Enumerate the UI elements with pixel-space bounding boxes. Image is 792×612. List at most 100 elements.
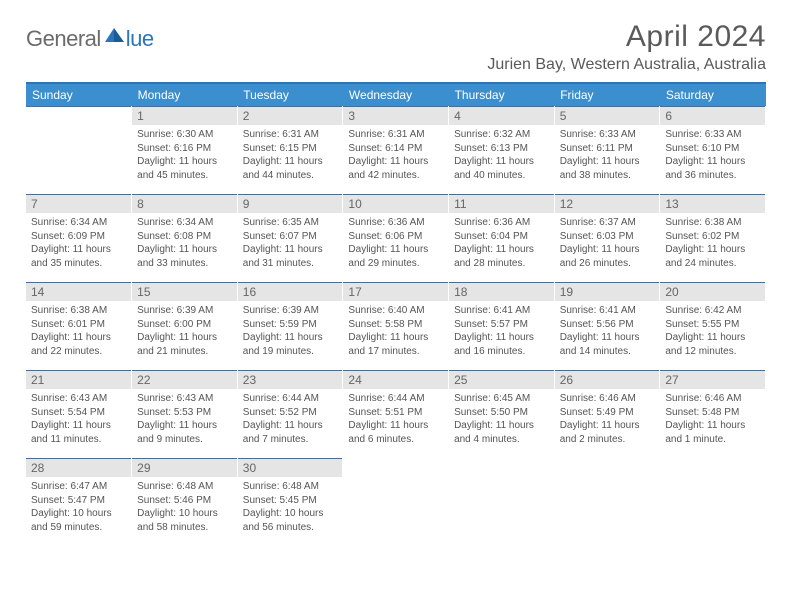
calendar-cell: 20Sunrise: 6:42 AMSunset: 5:55 PMDayligh… xyxy=(660,282,766,370)
daylight-line: Daylight: 11 hours and 26 minutes. xyxy=(560,243,655,270)
calendar-cell xyxy=(449,458,555,546)
sunrise-line: Sunrise: 6:31 AM xyxy=(243,128,338,142)
daylight-line: Daylight: 11 hours and 29 minutes. xyxy=(348,243,443,270)
calendar-cell: 4Sunrise: 6:32 AMSunset: 6:13 PMDaylight… xyxy=(449,106,555,194)
day-number-empty xyxy=(343,458,448,476)
day-content: Sunrise: 6:32 AMSunset: 6:13 PMDaylight:… xyxy=(449,125,554,188)
sunrise-line: Sunrise: 6:37 AM xyxy=(560,216,655,230)
day-number: 20 xyxy=(660,282,765,301)
daylight-line: Daylight: 11 hours and 35 minutes. xyxy=(31,243,126,270)
day-content: Sunrise: 6:39 AMSunset: 5:59 PMDaylight:… xyxy=(238,301,343,364)
daylight-line: Daylight: 11 hours and 19 minutes. xyxy=(243,331,338,358)
calendar-cell: 3Sunrise: 6:31 AMSunset: 6:14 PMDaylight… xyxy=(343,106,449,194)
daylight-line: Daylight: 11 hours and 40 minutes. xyxy=(454,155,549,182)
calendar-cell: 21Sunrise: 6:43 AMSunset: 5:54 PMDayligh… xyxy=(26,370,132,458)
day-content: Sunrise: 6:39 AMSunset: 6:00 PMDaylight:… xyxy=(132,301,237,364)
calendar-cell: 11Sunrise: 6:36 AMSunset: 6:04 PMDayligh… xyxy=(449,194,555,282)
sunset-line: Sunset: 5:55 PM xyxy=(665,318,760,332)
day-number: 6 xyxy=(660,106,765,125)
sunrise-line: Sunrise: 6:32 AM xyxy=(454,128,549,142)
sunrise-line: Sunrise: 6:48 AM xyxy=(243,480,338,494)
sunrise-line: Sunrise: 6:34 AM xyxy=(137,216,232,230)
daylight-line: Daylight: 11 hours and 22 minutes. xyxy=(31,331,126,358)
calendar-cell: 9Sunrise: 6:35 AMSunset: 6:07 PMDaylight… xyxy=(237,194,343,282)
sunset-line: Sunset: 6:08 PM xyxy=(137,230,232,244)
day-content: Sunrise: 6:31 AMSunset: 6:14 PMDaylight:… xyxy=(343,125,448,188)
sunset-line: Sunset: 5:48 PM xyxy=(665,406,760,420)
calendar-cell: 29Sunrise: 6:48 AMSunset: 5:46 PMDayligh… xyxy=(132,458,238,546)
calendar-head: SundayMondayTuesdayWednesdayThursdayFrid… xyxy=(26,83,766,106)
day-number: 17 xyxy=(343,282,448,301)
day-number: 14 xyxy=(26,282,131,301)
calendar-cell: 8Sunrise: 6:34 AMSunset: 6:08 PMDaylight… xyxy=(132,194,238,282)
sunrise-line: Sunrise: 6:44 AM xyxy=(348,392,443,406)
daylight-line: Daylight: 11 hours and 24 minutes. xyxy=(665,243,760,270)
sunrise-line: Sunrise: 6:30 AM xyxy=(137,128,232,142)
calendar-table: SundayMondayTuesdayWednesdayThursdayFrid… xyxy=(26,82,766,546)
calendar-cell: 22Sunrise: 6:43 AMSunset: 5:53 PMDayligh… xyxy=(132,370,238,458)
calendar-cell: 27Sunrise: 6:46 AMSunset: 5:48 PMDayligh… xyxy=(660,370,766,458)
sunset-line: Sunset: 6:14 PM xyxy=(348,142,443,156)
day-content: Sunrise: 6:45 AMSunset: 5:50 PMDaylight:… xyxy=(449,389,554,452)
sunrise-line: Sunrise: 6:47 AM xyxy=(31,480,126,494)
sunrise-line: Sunrise: 6:46 AM xyxy=(560,392,655,406)
daylight-line: Daylight: 11 hours and 44 minutes. xyxy=(243,155,338,182)
daylight-line: Daylight: 10 hours and 58 minutes. xyxy=(137,507,232,534)
calendar-cell: 18Sunrise: 6:41 AMSunset: 5:57 PMDayligh… xyxy=(449,282,555,370)
sunset-line: Sunset: 5:52 PM xyxy=(243,406,338,420)
calendar-cell: 15Sunrise: 6:39 AMSunset: 6:00 PMDayligh… xyxy=(132,282,238,370)
day-header: Wednesday xyxy=(343,83,449,106)
sunrise-line: Sunrise: 6:44 AM xyxy=(243,392,338,406)
calendar-row: 14Sunrise: 6:38 AMSunset: 6:01 PMDayligh… xyxy=(26,282,766,370)
daylight-line: Daylight: 11 hours and 31 minutes. xyxy=(243,243,338,270)
sunrise-line: Sunrise: 6:33 AM xyxy=(665,128,760,142)
sunset-line: Sunset: 6:04 PM xyxy=(454,230,549,244)
calendar-cell: 24Sunrise: 6:44 AMSunset: 5:51 PMDayligh… xyxy=(343,370,449,458)
day-number: 28 xyxy=(26,458,131,477)
day-content: Sunrise: 6:41 AMSunset: 5:56 PMDaylight:… xyxy=(555,301,660,364)
day-number: 26 xyxy=(555,370,660,389)
calendar-body: 1Sunrise: 6:30 AMSunset: 6:16 PMDaylight… xyxy=(26,106,766,546)
day-number: 13 xyxy=(660,194,765,213)
day-content: Sunrise: 6:35 AMSunset: 6:07 PMDaylight:… xyxy=(238,213,343,276)
daylight-line: Daylight: 11 hours and 7 minutes. xyxy=(243,419,338,446)
calendar-row: 28Sunrise: 6:47 AMSunset: 5:47 PMDayligh… xyxy=(26,458,766,546)
triangle-icon xyxy=(105,27,125,48)
calendar-cell: 17Sunrise: 6:40 AMSunset: 5:58 PMDayligh… xyxy=(343,282,449,370)
daylight-line: Daylight: 11 hours and 38 minutes. xyxy=(560,155,655,182)
calendar-row: 1Sunrise: 6:30 AMSunset: 6:16 PMDaylight… xyxy=(26,106,766,194)
day-number-empty xyxy=(26,106,131,125)
calendar-cell: 19Sunrise: 6:41 AMSunset: 5:56 PMDayligh… xyxy=(554,282,660,370)
day-number: 29 xyxy=(132,458,237,477)
day-content: Sunrise: 6:46 AMSunset: 5:48 PMDaylight:… xyxy=(660,389,765,452)
sunrise-line: Sunrise: 6:39 AM xyxy=(243,304,338,318)
sunset-line: Sunset: 6:00 PM xyxy=(137,318,232,332)
daylight-line: Daylight: 11 hours and 1 minute. xyxy=(665,419,760,446)
day-number: 3 xyxy=(343,106,448,125)
day-number: 15 xyxy=(132,282,237,301)
calendar-cell xyxy=(26,106,132,194)
sunrise-line: Sunrise: 6:45 AM xyxy=(454,392,549,406)
day-number: 18 xyxy=(449,282,554,301)
sunrise-line: Sunrise: 6:38 AM xyxy=(665,216,760,230)
daylight-line: Daylight: 11 hours and 36 minutes. xyxy=(665,155,760,182)
day-number: 7 xyxy=(26,194,131,213)
sunset-line: Sunset: 5:57 PM xyxy=(454,318,549,332)
daylight-line: Daylight: 11 hours and 33 minutes. xyxy=(137,243,232,270)
sunrise-line: Sunrise: 6:43 AM xyxy=(137,392,232,406)
day-number: 11 xyxy=(449,194,554,213)
day-number: 9 xyxy=(238,194,343,213)
calendar-cell: 5Sunrise: 6:33 AMSunset: 6:11 PMDaylight… xyxy=(554,106,660,194)
day-content: Sunrise: 6:33 AMSunset: 6:10 PMDaylight:… xyxy=(660,125,765,188)
day-number-empty xyxy=(660,458,765,476)
sunset-line: Sunset: 6:09 PM xyxy=(31,230,126,244)
sunrise-line: Sunrise: 6:41 AM xyxy=(454,304,549,318)
day-content: Sunrise: 6:44 AMSunset: 5:52 PMDaylight:… xyxy=(238,389,343,452)
calendar-cell: 13Sunrise: 6:38 AMSunset: 6:02 PMDayligh… xyxy=(660,194,766,282)
day-content: Sunrise: 6:38 AMSunset: 6:02 PMDaylight:… xyxy=(660,213,765,276)
sunrise-line: Sunrise: 6:35 AM xyxy=(243,216,338,230)
daylight-line: Daylight: 11 hours and 14 minutes. xyxy=(560,331,655,358)
day-content: Sunrise: 6:36 AMSunset: 6:06 PMDaylight:… xyxy=(343,213,448,276)
day-content: Sunrise: 6:42 AMSunset: 5:55 PMDaylight:… xyxy=(660,301,765,364)
sunset-line: Sunset: 5:58 PM xyxy=(348,318,443,332)
